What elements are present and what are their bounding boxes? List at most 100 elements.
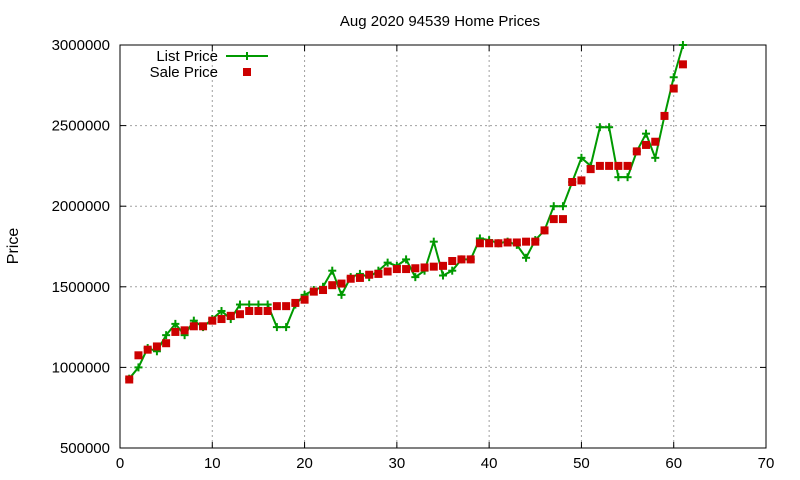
sale-price-point — [485, 239, 494, 248]
list-price-point — [595, 123, 604, 132]
x-tick-label: 10 — [204, 455, 221, 472]
sale-price-point — [466, 255, 475, 264]
sale-price-point — [678, 60, 687, 69]
sale-price-point — [503, 238, 512, 247]
sale-price-point — [226, 311, 235, 320]
x-tick-label: 30 — [389, 455, 406, 472]
sale-price-point — [254, 306, 263, 315]
list-price-point — [337, 290, 346, 299]
sale-price-point — [494, 239, 503, 248]
sale-price-point — [300, 295, 309, 304]
sale-price-point — [189, 322, 198, 331]
sale-price-point — [411, 264, 420, 273]
list-price-point — [235, 300, 244, 309]
y-tick-label: 2000000 — [52, 198, 110, 215]
list-price-point — [134, 363, 143, 372]
sale-price-point — [328, 281, 337, 290]
x-tick-label: 40 — [481, 455, 498, 472]
sale-price-point — [392, 265, 401, 274]
legend-label-list-price: List Price — [156, 48, 218, 65]
sale-price-point — [448, 257, 457, 266]
list-price-point — [162, 331, 171, 340]
x-tick-label: 20 — [296, 455, 313, 472]
list-price-point — [577, 153, 586, 162]
sale-price-point — [245, 306, 254, 315]
y-tick-label: 1000000 — [52, 359, 110, 376]
axis-ticks: 0 10 20 30 40 50 60 70 500000 1000000 1500000 20000… — [52, 37, 775, 472]
sale-price-point — [346, 274, 355, 283]
sale-price-point — [309, 287, 318, 296]
sale-price-point — [291, 298, 300, 307]
plot-area — [119, 44, 767, 449]
list-price-point — [328, 266, 337, 275]
series-layer — [125, 41, 687, 384]
sale-price-point — [319, 286, 328, 295]
sale-price-point — [558, 215, 567, 224]
x-tick-label: 70 — [758, 455, 775, 472]
legend-swatch-sale-price — [243, 68, 251, 76]
sale-price-point — [439, 261, 447, 270]
list-price-point — [614, 173, 623, 182]
list-price-point — [549, 202, 558, 211]
sale-price-point — [512, 238, 521, 247]
sale-price-point — [549, 215, 558, 224]
sale-price-point — [457, 255, 466, 264]
sale-price-point — [651, 137, 660, 146]
list-price-point — [669, 73, 678, 82]
sale-price-point — [134, 351, 143, 360]
sale-price-point — [623, 161, 632, 170]
sale-price-point — [402, 265, 411, 274]
list-price-point — [429, 237, 438, 246]
list-price-point — [623, 173, 632, 182]
y-tick-label: 3000000 — [52, 37, 110, 54]
sale-price-point — [568, 178, 577, 187]
sale-price-point — [263, 306, 272, 315]
list-price-point — [651, 153, 660, 162]
list-price-point — [678, 41, 687, 49]
sale-price-point — [475, 239, 484, 248]
sale-price-point — [180, 326, 189, 335]
x-tick-label: 60 — [665, 455, 682, 472]
list-price-point — [171, 319, 180, 328]
sale-price-point — [171, 327, 180, 336]
sale-price-point — [420, 263, 429, 272]
chart-title: Aug 2020 94539 Home Prices — [340, 13, 540, 30]
legend-label-sale-price: Sale Price — [150, 64, 218, 81]
sale-price-point — [199, 322, 208, 331]
sale-price-point — [605, 161, 614, 170]
sale-price-point — [642, 140, 651, 149]
list-price-point — [383, 258, 392, 267]
sale-price-point — [282, 302, 291, 311]
sale-price-point — [586, 165, 595, 174]
y-axis-label: Price — [5, 228, 22, 265]
x-tick-label: 0 — [116, 455, 124, 472]
list-price-point — [558, 202, 567, 211]
sale-price-point — [632, 147, 641, 156]
sale-price-point — [383, 267, 392, 276]
sale-price-point — [337, 279, 346, 288]
list-price-point — [605, 123, 614, 132]
sale-price-point — [235, 310, 244, 319]
sale-price-point — [531, 237, 540, 246]
sale-price-point — [540, 226, 549, 235]
y-tick-label: 500000 — [60, 440, 110, 457]
list-price-point — [411, 273, 420, 282]
sale-price-point — [429, 262, 438, 271]
sale-price-point — [365, 270, 374, 279]
list-price-point — [217, 306, 226, 315]
sale-price-point — [660, 111, 669, 120]
sale-price-point — [272, 302, 281, 311]
sale-price-point — [125, 375, 134, 384]
sale-price-point — [614, 161, 623, 170]
sale-price-point — [143, 345, 152, 354]
sale-price-point — [152, 342, 161, 351]
sale-price-point — [208, 316, 217, 325]
list-price-point — [282, 323, 291, 332]
y-tick-label: 2500000 — [52, 118, 110, 135]
sale-price-point — [595, 161, 604, 170]
sale-price-point — [577, 176, 586, 185]
y-tick-label: 1500000 — [52, 279, 110, 296]
